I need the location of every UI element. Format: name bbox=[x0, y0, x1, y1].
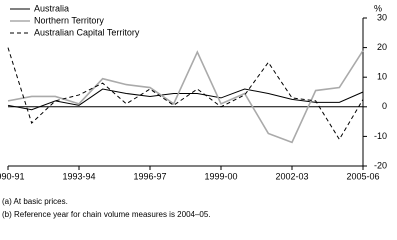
y-tick-label: -10 bbox=[374, 131, 387, 141]
y-unit: % bbox=[374, 3, 382, 13]
x-tick-label: 1996-97 bbox=[133, 171, 166, 181]
series-line bbox=[7, 88, 364, 111]
x-tick-label: 1990-91 bbox=[0, 171, 25, 181]
x-tick-label: 2002-03 bbox=[275, 171, 308, 181]
x-tick-label: 1999-00 bbox=[204, 171, 237, 181]
footnote: (a) At basic prices. bbox=[2, 197, 68, 206]
y-tick-label: 20 bbox=[377, 42, 387, 52]
x-tick-label: 1993-94 bbox=[62, 171, 95, 181]
y-tick-label: -20 bbox=[374, 160, 387, 170]
y-tick-label: 10 bbox=[377, 72, 387, 82]
footnote: (b) Reference year for chain volume meas… bbox=[2, 210, 211, 219]
y-tick-label: 30 bbox=[377, 12, 387, 22]
y-tick-label: 0 bbox=[382, 101, 387, 111]
x-tick-label: 2005-06 bbox=[346, 171, 379, 181]
chart: % (a) At basic prices. (b) Reference yea… bbox=[0, 3, 387, 219]
series-line bbox=[7, 47, 364, 141]
legend-label: Australia bbox=[34, 3, 69, 13]
series-line bbox=[7, 50, 364, 144]
legend-label: Northern Territory bbox=[34, 15, 104, 25]
legend-label: Australian Capital Territory bbox=[34, 27, 140, 37]
